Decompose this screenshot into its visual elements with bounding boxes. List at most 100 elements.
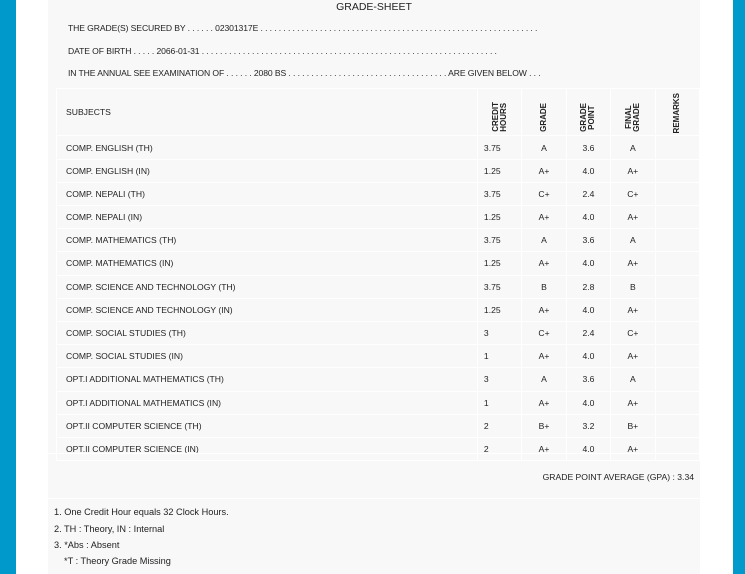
cell-subject: COMP. ENGLISH (TH) bbox=[56, 135, 478, 160]
grades-table: SUBJECTS CREDIT HOURS GRADE GRADE POINT … bbox=[56, 87, 701, 462]
cell-grade: A+ bbox=[521, 251, 567, 276]
cell-subject: OPT.I ADDITIONAL MATHEMATICS (IN) bbox=[56, 390, 478, 415]
cell-grade-point: 4.0 bbox=[565, 251, 612, 276]
table-row: OPT.I ADDITIONAL MATHEMATICS (IN) 1 A+ 4.0 A… bbox=[56, 390, 701, 415]
cell-grade-point: 4.0 bbox=[565, 436, 612, 462]
cell-grade: B bbox=[521, 274, 567, 299]
cell-remarks bbox=[654, 413, 701, 438]
cell-subject: COMP. MATHEMATICS (TH) bbox=[56, 228, 478, 253]
cell-final-grade: B bbox=[610, 274, 656, 299]
cell-subject: OPT.II COMPUTER SCIENCE (TH) bbox=[56, 413, 478, 438]
header-remarks: REMARKS bbox=[654, 87, 701, 137]
cell-final-grade: A+ bbox=[610, 205, 656, 230]
cell-final-grade: A+ bbox=[610, 158, 656, 183]
cell-remarks bbox=[654, 205, 701, 230]
cell-subject: COMP. SOCIAL STUDIES (TH) bbox=[56, 320, 478, 346]
cell-subject: COMP. SCIENCE AND TECHNOLOGY (TH) bbox=[56, 274, 478, 299]
cell-subject: COMP. NEPALI (IN) bbox=[56, 205, 478, 230]
cell-subject: COMP. NEPALI (TH) bbox=[56, 181, 478, 207]
cell-credit-hours: 1 bbox=[476, 390, 523, 415]
cell-grade-point: 4.0 bbox=[565, 297, 612, 322]
table-row: OPT.II COMPUTER SCIENCE (IN) 2 A+ 4.0 A+ bbox=[56, 436, 701, 462]
page: GRADE-SHEET THE GRADE(S) SECURED BY . . … bbox=[16, 0, 733, 574]
cell-final-grade: A bbox=[610, 135, 656, 160]
cell-credit-hours: 3.75 bbox=[476, 228, 523, 253]
cell-grade-point: 3.6 bbox=[565, 228, 612, 253]
cell-remarks bbox=[654, 158, 701, 183]
cell-grade-point: 4.0 bbox=[565, 344, 612, 369]
cell-grade-point: 4.0 bbox=[565, 158, 612, 183]
header-subjects: SUBJECTS bbox=[56, 87, 478, 137]
cell-final-grade: C+ bbox=[610, 181, 656, 207]
cell-grade: B+ bbox=[521, 413, 567, 438]
cell-grade: A+ bbox=[521, 390, 567, 415]
cell-grade: A+ bbox=[521, 205, 567, 230]
table-row: COMP. SCIENCE AND TECHNOLOGY (IN) 1.25 A+ 4… bbox=[56, 297, 701, 322]
cell-remarks bbox=[654, 135, 701, 160]
cell-final-grade: A+ bbox=[610, 390, 656, 415]
cell-grade: A bbox=[521, 367, 567, 392]
gpa-value: GRADE POINT AVERAGE (GPA) : 3.34 bbox=[542, 472, 694, 482]
table-row: COMP. SOCIAL STUDIES (TH) 3 C+ 2.4 C+ bbox=[56, 320, 701, 346]
cell-final-grade: A+ bbox=[610, 251, 656, 276]
table-row: OPT.II COMPUTER SCIENCE (TH) 2 B+ 3.2 B+ bbox=[56, 413, 701, 438]
table-row: OPT.I ADDITIONAL MATHEMATICS (TH) 3 A 3.6 A bbox=[56, 367, 701, 392]
note: *T : Theory Grade Missing bbox=[64, 556, 171, 566]
cell-remarks bbox=[654, 228, 701, 253]
cell-credit-hours: 1.25 bbox=[476, 297, 523, 322]
cell-remarks bbox=[654, 181, 701, 207]
cell-grade: C+ bbox=[521, 181, 567, 207]
table-row: COMP. NEPALI (TH) 3.75 C+ 2.4 C+ bbox=[56, 181, 701, 207]
secured-by-line: THE GRADE(S) SECURED BY . . . . . . 0230… bbox=[68, 23, 538, 33]
dob-line: DATE OF BIRTH . . . . . 2066-01-31 . . .… bbox=[68, 46, 497, 56]
cell-remarks bbox=[654, 436, 701, 462]
page-title: GRADE-SHEET bbox=[336, 1, 412, 13]
cell-final-grade: A+ bbox=[610, 344, 656, 369]
cell-grade: A+ bbox=[521, 436, 567, 462]
cell-credit-hours: 3.75 bbox=[476, 274, 523, 299]
grade-sheet-panel: GRADE-SHEET THE GRADE(S) SECURED BY . . … bbox=[48, 0, 701, 574]
cell-grade-point: 3.6 bbox=[565, 367, 612, 392]
table-row: COMP. MATHEMATICS (TH) 3.75 A 3.6 A bbox=[56, 228, 701, 253]
note: 2. TH : Theory, IN : Internal bbox=[54, 524, 165, 534]
cell-credit-hours: 1.25 bbox=[476, 158, 523, 183]
cell-grade: A bbox=[521, 135, 567, 160]
cell-credit-hours: 1 bbox=[476, 344, 523, 369]
cell-grade-point: 2.4 bbox=[565, 181, 612, 207]
cell-final-grade: A bbox=[610, 228, 656, 253]
cell-credit-hours: 2 bbox=[476, 436, 523, 462]
cell-remarks bbox=[654, 367, 701, 392]
cell-grade-point: 2.4 bbox=[565, 320, 612, 346]
exam-line: IN THE ANNUAL SEE EXAMINATION OF . . . .… bbox=[68, 68, 541, 78]
cell-grade-point: 3.2 bbox=[565, 413, 612, 438]
cell-grade-point: 2.8 bbox=[565, 274, 612, 299]
cell-subject: COMP. SCIENCE AND TECHNOLOGY (IN) bbox=[56, 297, 478, 322]
cell-grade-point: 4.0 bbox=[565, 205, 612, 230]
cell-subject: OPT.I ADDITIONAL MATHEMATICS (TH) bbox=[56, 367, 478, 392]
table-row: COMP. MATHEMATICS (IN) 1.25 A+ 4.0 A+ bbox=[56, 251, 701, 276]
cell-remarks bbox=[654, 251, 701, 276]
cell-credit-hours: 3.75 bbox=[476, 181, 523, 207]
cell-credit-hours: 1.25 bbox=[476, 205, 523, 230]
cell-remarks bbox=[654, 320, 701, 346]
cell-credit-hours: 1.25 bbox=[476, 251, 523, 276]
cell-credit-hours: 3 bbox=[476, 320, 523, 346]
cell-credit-hours: 3 bbox=[476, 367, 523, 392]
cell-final-grade: A bbox=[610, 367, 656, 392]
cell-credit-hours: 3.75 bbox=[476, 135, 523, 160]
header-final-grade: FINAL GRADE bbox=[610, 87, 656, 137]
cell-subject: OPT.II COMPUTER SCIENCE (IN) bbox=[56, 436, 478, 462]
note: 3. *Abs : Absent bbox=[54, 540, 120, 550]
cell-grade: A+ bbox=[521, 297, 567, 322]
cell-grade: A+ bbox=[521, 344, 567, 369]
note: 1. One Credit Hour equals 32 Clock Hours… bbox=[54, 507, 229, 517]
table-row: COMP. SCIENCE AND TECHNOLOGY (TH) 3.75 B 2.… bbox=[56, 274, 701, 299]
cell-remarks bbox=[654, 344, 701, 369]
header-grade-point: GRADE POINT bbox=[565, 87, 612, 137]
cell-subject: COMP. SOCIAL STUDIES (IN) bbox=[56, 344, 478, 369]
cell-remarks bbox=[654, 297, 701, 322]
cell-final-grade: A+ bbox=[610, 297, 656, 322]
cell-grade: A+ bbox=[521, 158, 567, 183]
cell-remarks bbox=[654, 274, 701, 299]
cell-remarks bbox=[654, 390, 701, 415]
